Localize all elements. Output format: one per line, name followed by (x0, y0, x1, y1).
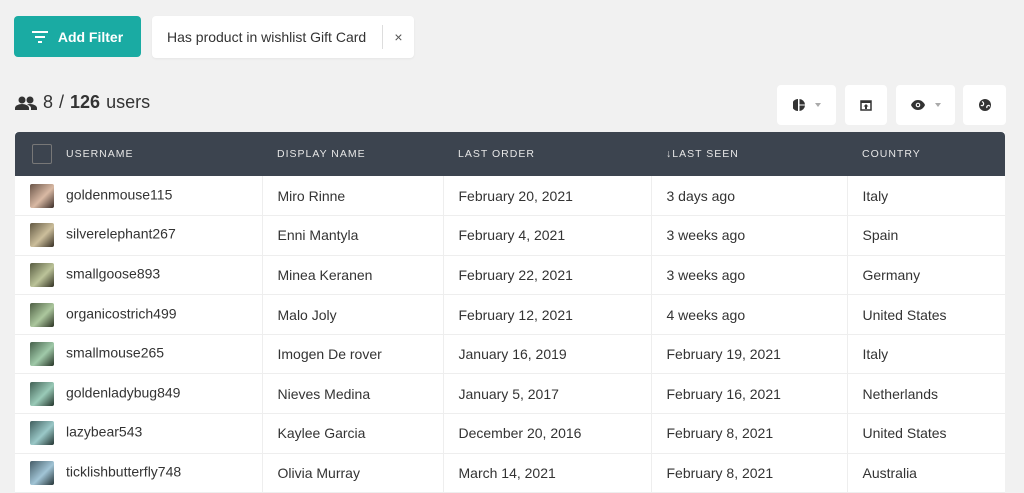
avatar (30, 342, 54, 367)
table-cell: February 4, 2021 (443, 215, 652, 256)
table-cell: Netherlands (847, 373, 1005, 415)
table-cell: Imogen De rover (262, 334, 444, 375)
table-cell: United States (847, 294, 1005, 335)
table-cell: smallmouse265 (15, 334, 263, 375)
table-cell: February 20, 2021 (443, 176, 652, 217)
filter-icon (31, 30, 48, 43)
map-button[interactable] (963, 85, 1006, 125)
filter-chip: Has product in wishlist Gift Card × (152, 16, 414, 58)
close-icon[interactable]: × (382, 25, 414, 49)
columns-visibility-button[interactable] (896, 85, 955, 125)
table-cell: 3 weeks ago (651, 255, 848, 296)
table-cell: February 12, 2021 (443, 294, 652, 335)
table-cell: goldenmouse115 (15, 176, 263, 217)
pie-chart-icon (792, 99, 805, 111)
table-cell: February 8, 2021 (651, 453, 848, 493)
table-cell: smallgoose893 (15, 255, 263, 296)
table-cell: goldenladybug849 (15, 373, 263, 415)
table-cell: lazybear543 (15, 413, 263, 454)
table-cell: February 16, 2021 (651, 373, 848, 415)
table-row[interactable]: organicostrich499 Malo Joly February 12, 2… (15, 294, 1005, 335)
export-button[interactable] (845, 85, 887, 125)
table-cell: February 22, 2021 (443, 255, 652, 296)
chevron-down-icon (814, 103, 821, 107)
table-cell: Italy (847, 334, 1005, 375)
user-count: 8 / 126 users (15, 92, 150, 113)
table-cell: 3 days ago (651, 176, 848, 217)
column-header[interactable]: LAST ORDER (458, 148, 535, 160)
table-cell: Olivia Murray (262, 453, 444, 493)
table-row[interactable]: smallgoose893 Minea Keranen February 22, 2… (15, 255, 1005, 296)
table-row[interactable]: ticklishbutterfly748 Olivia Murray March 1… (15, 453, 1005, 493)
add-filter-button[interactable]: Add Filter (14, 16, 141, 57)
table-cell: Italy (847, 176, 1005, 217)
table-cell: Minea Keranen (262, 255, 444, 296)
users-icon (15, 96, 37, 110)
table-cell: Kaylee Garcia (262, 413, 444, 454)
table-cell: Australia (847, 453, 1005, 493)
globe-icon (978, 99, 991, 111)
avatar (30, 223, 54, 248)
avatar (30, 381, 54, 406)
add-filter-label: Add Filter (57, 28, 124, 45)
table-cell: Spain (847, 215, 1005, 256)
table-cell: Miro Rinne (262, 176, 444, 217)
eye-icon (910, 100, 925, 110)
table-cell: February 19, 2021 (651, 334, 848, 375)
table-cell: Malo Joly (262, 294, 444, 335)
table-cell: January 5, 2017 (443, 373, 652, 415)
table-cell: March 14, 2021 (443, 453, 652, 493)
avatar (30, 302, 54, 327)
table-cell: Enni Mantyla (262, 215, 444, 256)
column-header[interactable]: USERNAME (15, 132, 262, 176)
chevron-down-icon (934, 103, 941, 107)
table-row[interactable]: goldenmouse115 Miro Rinne February 20, 202… (15, 176, 1005, 217)
table-cell: 3 weeks ago (651, 215, 848, 256)
table-cell: ticklishbutterfly748 (15, 453, 263, 493)
table-cell: silverelephant267 (15, 215, 263, 256)
users-table: USERNAME DISPLAY NAME LAST ORDER ↓LAST SEEN… (15, 132, 1005, 493)
table-cell: Nieves Medina (262, 373, 444, 415)
segment-button[interactable] (777, 85, 836, 125)
column-header[interactable]: COUNTRY (862, 148, 921, 160)
export-icon (860, 99, 872, 111)
table-cell: December 20, 2016 (443, 413, 652, 454)
avatar (30, 183, 54, 208)
table-cell: Germany (847, 255, 1005, 296)
select-all-checkbox[interactable] (32, 144, 52, 164)
avatar (30, 460, 54, 485)
table-cell: January 16, 2019 (443, 334, 652, 375)
table-row[interactable]: lazybear543 Kaylee Garcia December 20, 201… (15, 413, 1005, 454)
filter-chip-label: Has product in wishlist Gift Card (167, 29, 367, 45)
column-header[interactable]: ↓LAST SEEN (666, 148, 739, 160)
avatar (30, 421, 54, 446)
table-cell: February 8, 2021 (651, 413, 848, 454)
avatar (30, 262, 54, 287)
table-cell: 4 weeks ago (651, 294, 848, 335)
table-cell: organicostrich499 (15, 294, 263, 335)
table-row[interactable]: smallmouse265 Imogen De rover January 16, … (15, 334, 1005, 375)
table-cell: United States (847, 413, 1005, 454)
table-row[interactable]: goldenladybug849 Nieves Medina January 5, … (15, 373, 1005, 415)
column-header[interactable]: DISPLAY NAME (277, 148, 366, 160)
table-row[interactable]: silverelephant267 Enni Mantyla February 4,… (15, 215, 1005, 256)
